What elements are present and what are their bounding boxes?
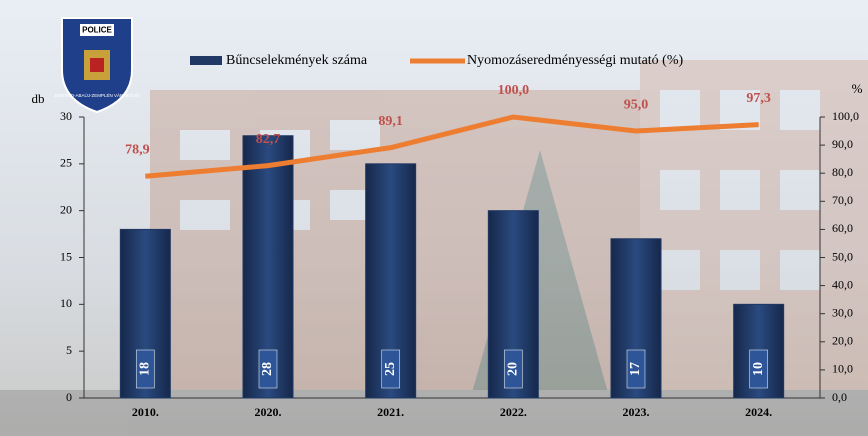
bar-label-box xyxy=(749,349,768,389)
x-tick-label: 2024. xyxy=(745,405,772,419)
y2-axis-label: % xyxy=(852,81,863,96)
bar-label-box xyxy=(381,349,400,389)
logo: POLICE BORSOD-ABAÚJ-ZEMPLÉN VÁRMEGYE xyxy=(54,17,140,114)
y-tick-label: 25 xyxy=(60,156,72,170)
y-axis-label: db xyxy=(32,91,45,106)
line-value-label: 100,0 xyxy=(498,83,530,98)
y2-tick-label: 30,0 xyxy=(832,305,853,319)
y-tick-label: 30 xyxy=(60,109,72,123)
x-tick-label: 2010. xyxy=(132,405,159,419)
logo-title: POLICE xyxy=(82,26,112,35)
legend-swatch xyxy=(190,56,222,65)
line-value-label: 95,0 xyxy=(624,97,649,112)
line-value-label: 89,1 xyxy=(378,114,403,129)
y-tick-label: 15 xyxy=(60,249,72,263)
y2-tick-label: 80,0 xyxy=(832,165,853,179)
y-tick-label: 0 xyxy=(66,390,72,404)
y2-tick-label: 40,0 xyxy=(832,277,853,291)
y2-tick-label: 100,0 xyxy=(832,109,859,123)
logo-caption: BORSOD-ABAÚJ-ZEMPLÉN VÁRMEGYE xyxy=(54,92,139,98)
bar-label: 18 xyxy=(138,362,153,376)
x-tick-label: 2023. xyxy=(623,405,650,419)
bar-label: 17 xyxy=(628,362,643,376)
y2-tick-label: 90,0 xyxy=(832,137,853,151)
y2-tick-label: 70,0 xyxy=(832,193,853,207)
legend-label: Nyomozáseredményességi mutató (%) xyxy=(467,53,683,68)
x-tick-label: 2021. xyxy=(377,405,404,419)
x-tick-label: 2022. xyxy=(500,405,527,419)
bar-label: 10 xyxy=(751,362,766,376)
line xyxy=(145,114,759,179)
bar-label: 25 xyxy=(383,362,398,376)
bar-label: 28 xyxy=(260,362,275,376)
bar-label: 20 xyxy=(506,362,521,376)
y2-tick-label: 50,0 xyxy=(832,249,853,263)
x-tick-label: 2020. xyxy=(255,405,282,419)
y2-tick-label: 10,0 xyxy=(832,362,853,376)
y2-tick-label: 60,0 xyxy=(832,221,853,235)
legend-label: Bűncselekmények száma xyxy=(226,53,368,68)
line-value-label: 82,7 xyxy=(256,132,281,147)
y2-tick-label: 0,0 xyxy=(832,390,847,404)
bar-label-box xyxy=(504,349,523,389)
bar-label-box xyxy=(626,349,646,389)
y-tick-label: 20 xyxy=(60,202,72,216)
y-tick-label: 5 xyxy=(66,343,72,357)
y2-tick-label: 20,0 xyxy=(832,334,853,348)
line-value-label: 78,9 xyxy=(125,143,150,158)
bar-label-box xyxy=(258,349,278,389)
bar-label-box xyxy=(136,349,155,389)
y-tick-label: 10 xyxy=(60,296,72,310)
bar xyxy=(119,228,171,399)
line-value-label: 97,3 xyxy=(746,91,771,106)
